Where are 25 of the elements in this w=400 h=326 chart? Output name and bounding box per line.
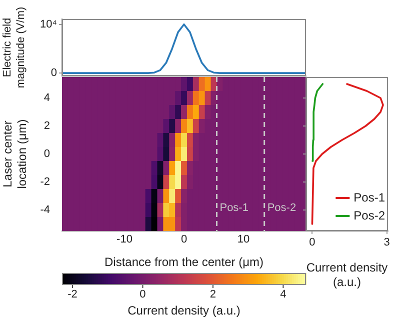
color-bar-label: 0 xyxy=(140,288,146,301)
x-tick-label: 10 xyxy=(237,234,250,246)
ref-line-label: Pos-1 xyxy=(220,202,248,214)
color-bar-label: 4 xyxy=(280,288,286,301)
y-tick-label: 10⁴ xyxy=(40,18,58,30)
ref-line-label: Pos-2 xyxy=(267,202,296,214)
x-tick-label: 0 xyxy=(180,234,188,246)
y-axis-title: Electric field magnitude (V/m) xyxy=(2,6,27,88)
color-bar-label: 2 xyxy=(210,288,216,301)
color-bar-title: Current density (a.u.) xyxy=(128,303,240,318)
x-axis-title: Distance from the center (μm) xyxy=(104,255,264,270)
y-tick-label: -2 xyxy=(40,176,50,188)
legend-label: Pos-1 xyxy=(354,190,386,204)
x-tick-label: -10 xyxy=(116,234,132,246)
color-bar-label: -2 xyxy=(68,288,78,301)
x-tick-label: 3 xyxy=(384,236,390,249)
y-axis-title: Laser center location (μm) xyxy=(0,119,29,189)
x-tick-label: 0 xyxy=(309,236,316,249)
y-tick-label: 0 xyxy=(50,67,57,80)
y-tick-label: 2 xyxy=(44,120,50,132)
x-axis-title: Current density (a.u.) xyxy=(306,260,388,290)
y-tick-label: 0 xyxy=(44,148,50,160)
y-tick-label: 4 xyxy=(44,92,50,104)
legend-label: Pos-2 xyxy=(354,208,386,222)
y-tick-label: -4 xyxy=(40,204,50,216)
